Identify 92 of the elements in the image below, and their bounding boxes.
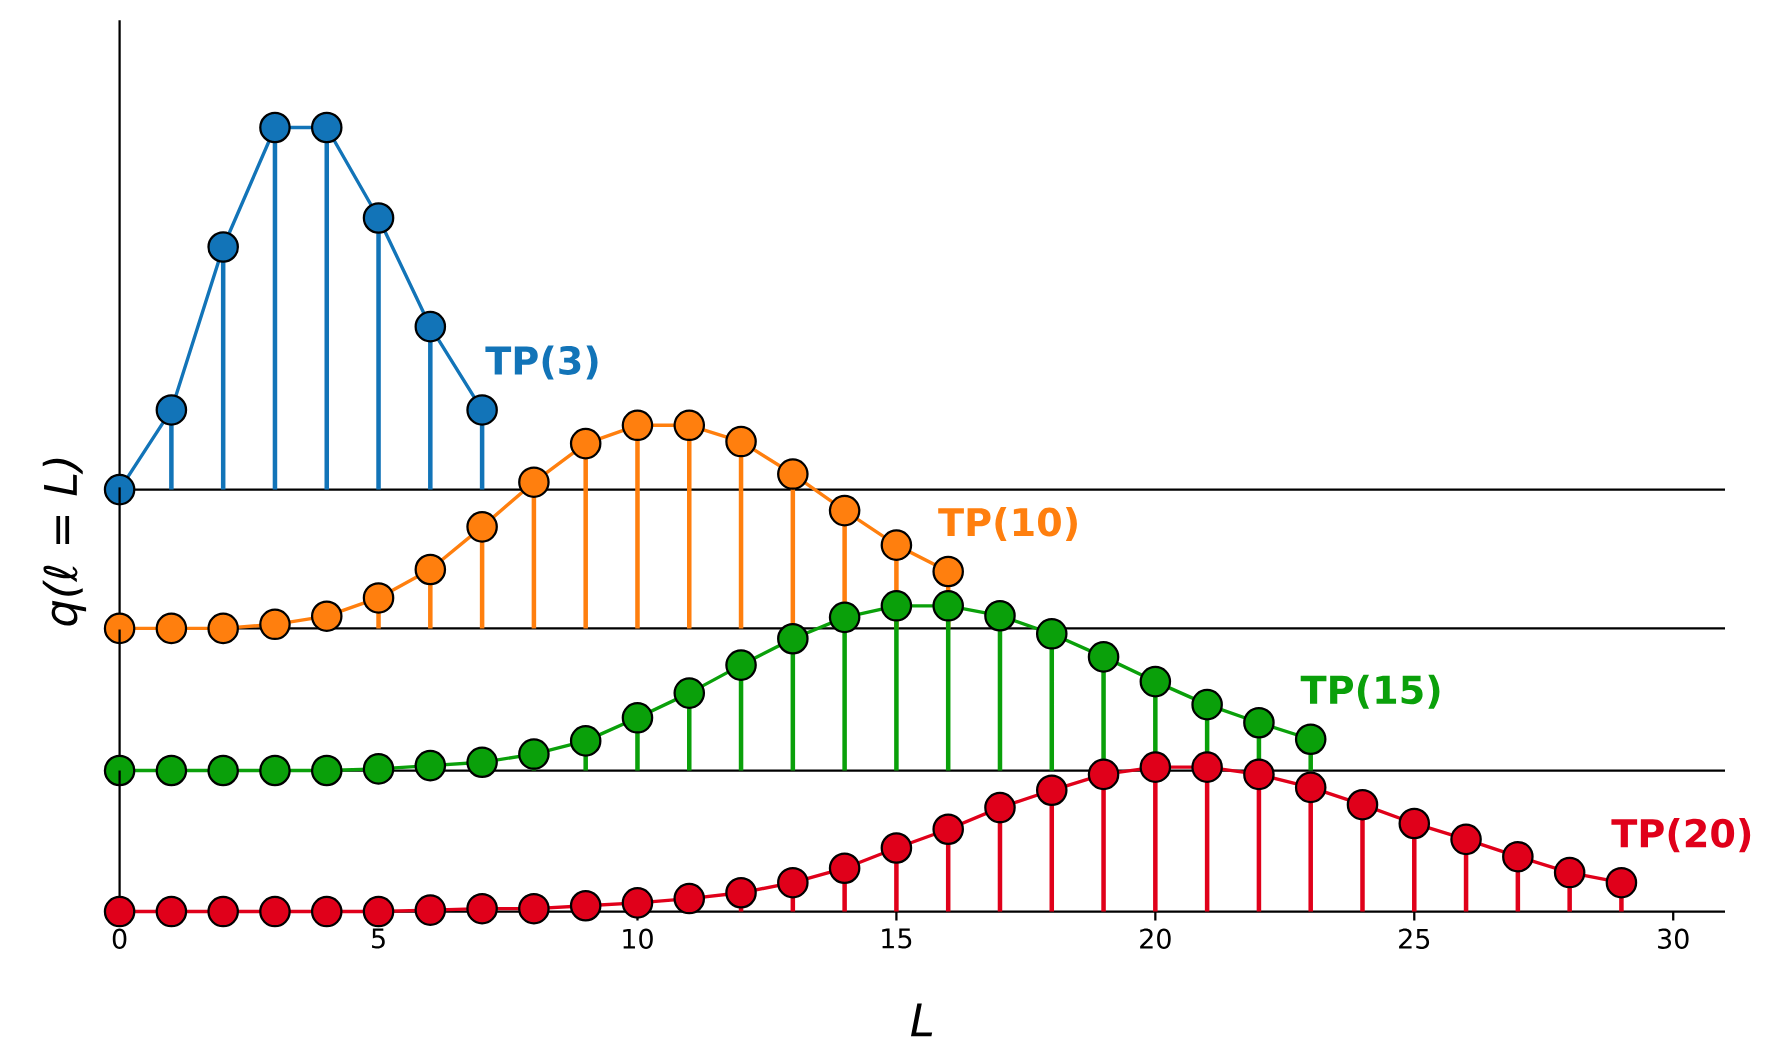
point xyxy=(466,394,498,426)
point xyxy=(777,458,809,491)
x-tick-label: 0 xyxy=(112,928,127,950)
point xyxy=(932,555,964,588)
point xyxy=(1035,774,1068,807)
point xyxy=(518,466,550,499)
point xyxy=(1035,618,1068,650)
point xyxy=(207,231,239,263)
point xyxy=(310,754,343,787)
point xyxy=(414,553,447,586)
y-axis-title: q(ℓ = L) xyxy=(42,459,87,626)
point xyxy=(466,746,498,779)
point xyxy=(932,590,964,622)
point xyxy=(569,725,602,757)
point xyxy=(155,754,188,787)
point xyxy=(1191,751,1223,784)
point xyxy=(725,649,757,682)
point xyxy=(777,867,809,899)
point xyxy=(518,738,550,771)
point xyxy=(103,754,136,787)
point xyxy=(725,425,757,458)
point xyxy=(1294,723,1327,756)
point xyxy=(1553,856,1586,889)
point xyxy=(155,612,188,645)
point xyxy=(362,582,395,614)
point xyxy=(673,409,706,442)
point xyxy=(1346,789,1379,821)
point xyxy=(1243,758,1275,791)
point xyxy=(1398,807,1431,840)
point xyxy=(310,111,343,144)
point xyxy=(777,623,809,655)
point xyxy=(207,754,239,787)
x-axis-title: L xyxy=(910,1003,933,1037)
point xyxy=(103,473,136,506)
point xyxy=(466,893,498,925)
point xyxy=(362,753,395,785)
point xyxy=(1450,823,1482,856)
point xyxy=(155,394,188,426)
point xyxy=(1502,841,1534,873)
point xyxy=(207,895,239,928)
point xyxy=(621,887,654,919)
point xyxy=(569,890,602,922)
point xyxy=(1139,665,1172,698)
point xyxy=(414,894,447,927)
point xyxy=(259,754,291,787)
point xyxy=(518,893,550,925)
point xyxy=(207,612,239,645)
point xyxy=(569,427,602,460)
point xyxy=(932,813,964,846)
point xyxy=(259,895,291,928)
point xyxy=(984,600,1016,632)
point xyxy=(1139,751,1172,784)
legend-label: TP(15) xyxy=(1300,674,1440,709)
x-tick-label: 10 xyxy=(623,928,653,950)
point xyxy=(673,882,706,915)
point xyxy=(1605,867,1638,899)
point xyxy=(880,832,913,864)
point xyxy=(621,409,654,442)
point xyxy=(103,895,136,928)
point xyxy=(828,494,861,527)
point xyxy=(259,111,291,144)
point xyxy=(362,895,395,928)
point xyxy=(414,749,447,782)
point xyxy=(725,877,757,909)
point xyxy=(466,511,498,543)
legend-label: TP(20) xyxy=(1611,818,1751,853)
point xyxy=(828,601,861,634)
legend-label: TP(10) xyxy=(938,507,1077,542)
point xyxy=(984,791,1016,824)
point xyxy=(880,590,913,622)
point xyxy=(1243,707,1275,739)
x-tick-label: 25 xyxy=(1399,928,1430,950)
x-tick-label: 15 xyxy=(882,928,912,949)
x-tick-label: 5 xyxy=(372,928,385,949)
point xyxy=(310,895,343,928)
point xyxy=(1087,641,1120,673)
point xyxy=(1191,689,1223,721)
point xyxy=(621,702,654,734)
x-tick-label: 30 xyxy=(1658,928,1689,950)
point xyxy=(310,600,343,633)
point xyxy=(414,311,447,343)
point xyxy=(673,677,706,710)
point xyxy=(1294,771,1327,804)
point xyxy=(362,202,395,234)
x-tick-label: 20 xyxy=(1140,928,1171,950)
point xyxy=(155,895,188,928)
series-label: TP(3) xyxy=(485,345,598,380)
point xyxy=(880,529,913,562)
point xyxy=(259,608,291,641)
point xyxy=(103,612,136,645)
point xyxy=(1087,758,1120,791)
point xyxy=(828,852,861,885)
